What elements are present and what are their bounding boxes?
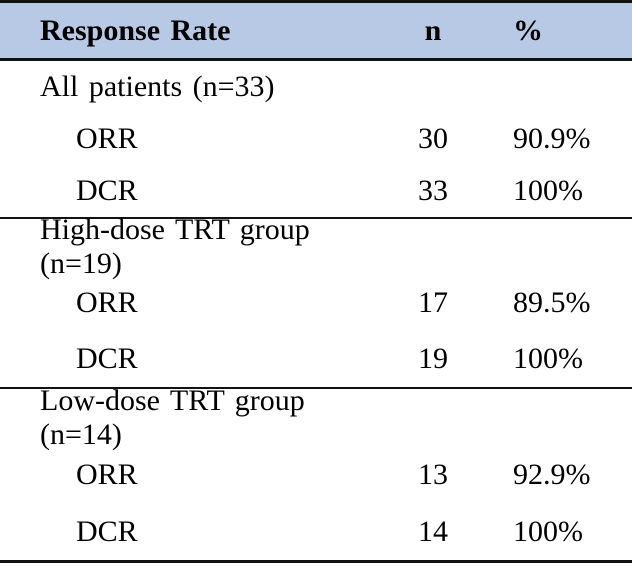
data-row-orr: ORR 30 90.9% bbox=[0, 113, 632, 165]
data-row-dcr: DCR 33 100% bbox=[0, 165, 632, 217]
section-title-row: Low-dose TRT group (n=14) bbox=[0, 384, 632, 451]
row-label: DCR bbox=[76, 514, 138, 548]
header-n: n bbox=[424, 13, 442, 47]
pct-value: 92.9% bbox=[513, 457, 591, 491]
n-value: 17 bbox=[418, 286, 448, 319]
section-title: All patients (n=33) bbox=[40, 70, 275, 103]
response-rate-table: Response Rate n % All patients (n=33) OR… bbox=[0, 0, 632, 563]
section-title: High-dose TRT group (n=19) bbox=[40, 213, 310, 280]
n-value: 33 bbox=[418, 174, 448, 207]
data-row-orr: ORR 17 89.5% bbox=[0, 275, 632, 331]
section-all-patients: All patients (n=33) ORR 30 90.9% DCR 33 … bbox=[0, 61, 632, 219]
section-high-dose: High-dose TRT group (n=19) ORR 17 89.5% … bbox=[0, 213, 632, 389]
row-label: DCR bbox=[76, 174, 138, 207]
pct-value: 100% bbox=[513, 174, 583, 207]
row-label: DCR bbox=[76, 342, 138, 375]
header-response-rate: Response Rate bbox=[40, 13, 231, 47]
table-header-row: Response Rate n % bbox=[0, 3, 632, 61]
row-label: ORR bbox=[76, 286, 138, 319]
section-title-row: High-dose TRT group (n=19) bbox=[0, 213, 632, 280]
n-value: 14 bbox=[418, 514, 448, 548]
n-value: 13 bbox=[418, 457, 448, 491]
pct-value: 100% bbox=[513, 514, 583, 548]
n-value: 19 bbox=[418, 342, 448, 375]
n-value: 30 bbox=[418, 122, 448, 155]
row-label: ORR bbox=[76, 122, 138, 155]
data-row-dcr: DCR 19 100% bbox=[0, 331, 632, 387]
pct-value: 90.9% bbox=[513, 122, 591, 155]
header-percent: % bbox=[513, 13, 543, 47]
section-title-row: All patients (n=33) bbox=[0, 61, 632, 113]
pct-value: 89.5% bbox=[513, 286, 591, 319]
pct-value: 100% bbox=[513, 342, 583, 375]
row-label: ORR bbox=[76, 457, 138, 491]
data-row-dcr: DCR 14 100% bbox=[0, 503, 632, 560]
section-low-dose: Low-dose TRT group (n=14) ORR 13 92.9% D… bbox=[0, 384, 632, 560]
data-row-orr: ORR 13 92.9% bbox=[0, 446, 632, 503]
section-title: Low-dose TRT group (n=14) bbox=[40, 383, 305, 451]
